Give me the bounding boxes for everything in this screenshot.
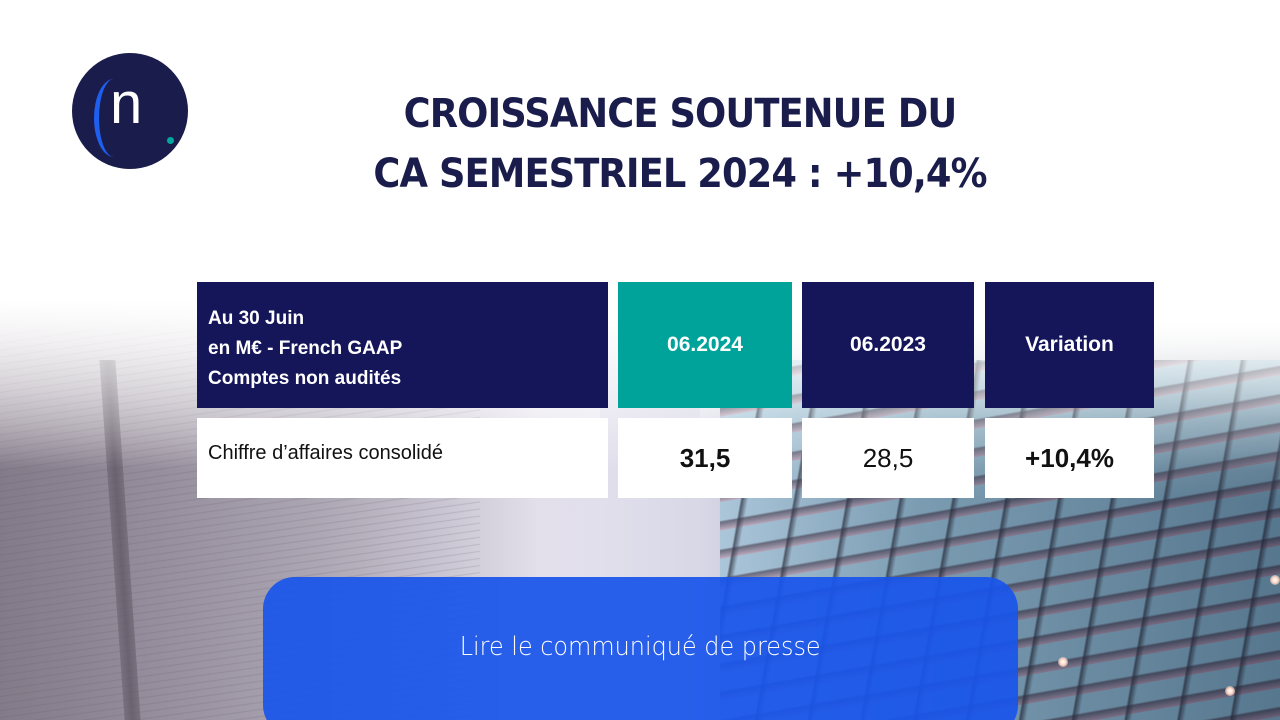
column-header-variation: Variation bbox=[985, 282, 1154, 408]
table-header-label: Au 30 Juin en M€ - French GAAP Comptes n… bbox=[197, 282, 608, 408]
logo-bracket-icon bbox=[94, 79, 134, 157]
header-label-line-2: en M€ - French GAAP bbox=[208, 338, 403, 359]
value-variation: +10,4% bbox=[985, 418, 1154, 498]
background-light bbox=[1270, 575, 1280, 585]
logo-dot-icon bbox=[167, 137, 174, 144]
header-label-line-3: Comptes non audités bbox=[208, 368, 402, 389]
value-06-2024: 31,5 bbox=[618, 418, 792, 498]
header-label-line-1: Au 30 Juin bbox=[208, 308, 305, 329]
row-label-chiffre-affaires: Chiffre d’affaires consolidé bbox=[197, 418, 608, 498]
column-header-06-2023: 06.2023 bbox=[802, 282, 974, 408]
background-light bbox=[1225, 686, 1235, 696]
read-press-release-button[interactable]: Lire le communiqué de presse bbox=[263, 577, 1018, 720]
title-line-1: CROISSANCE SOUTENUE DU bbox=[403, 91, 958, 137]
logo-letter: n bbox=[110, 71, 143, 136]
background-light bbox=[1058, 657, 1068, 667]
title-line-2: CA SEMESTRIEL 2024 : +10,4% bbox=[373, 151, 987, 197]
company-logo[interactable]: n bbox=[72, 53, 188, 169]
page-title: CROISSANCE SOUTENUE DU CA SEMESTRIEL 202… bbox=[330, 84, 1029, 204]
cta-label: Lire le communiqué de presse bbox=[460, 632, 821, 662]
column-header-06-2024: 06.2024 bbox=[618, 282, 792, 408]
value-06-2023: 28,5 bbox=[802, 418, 974, 498]
